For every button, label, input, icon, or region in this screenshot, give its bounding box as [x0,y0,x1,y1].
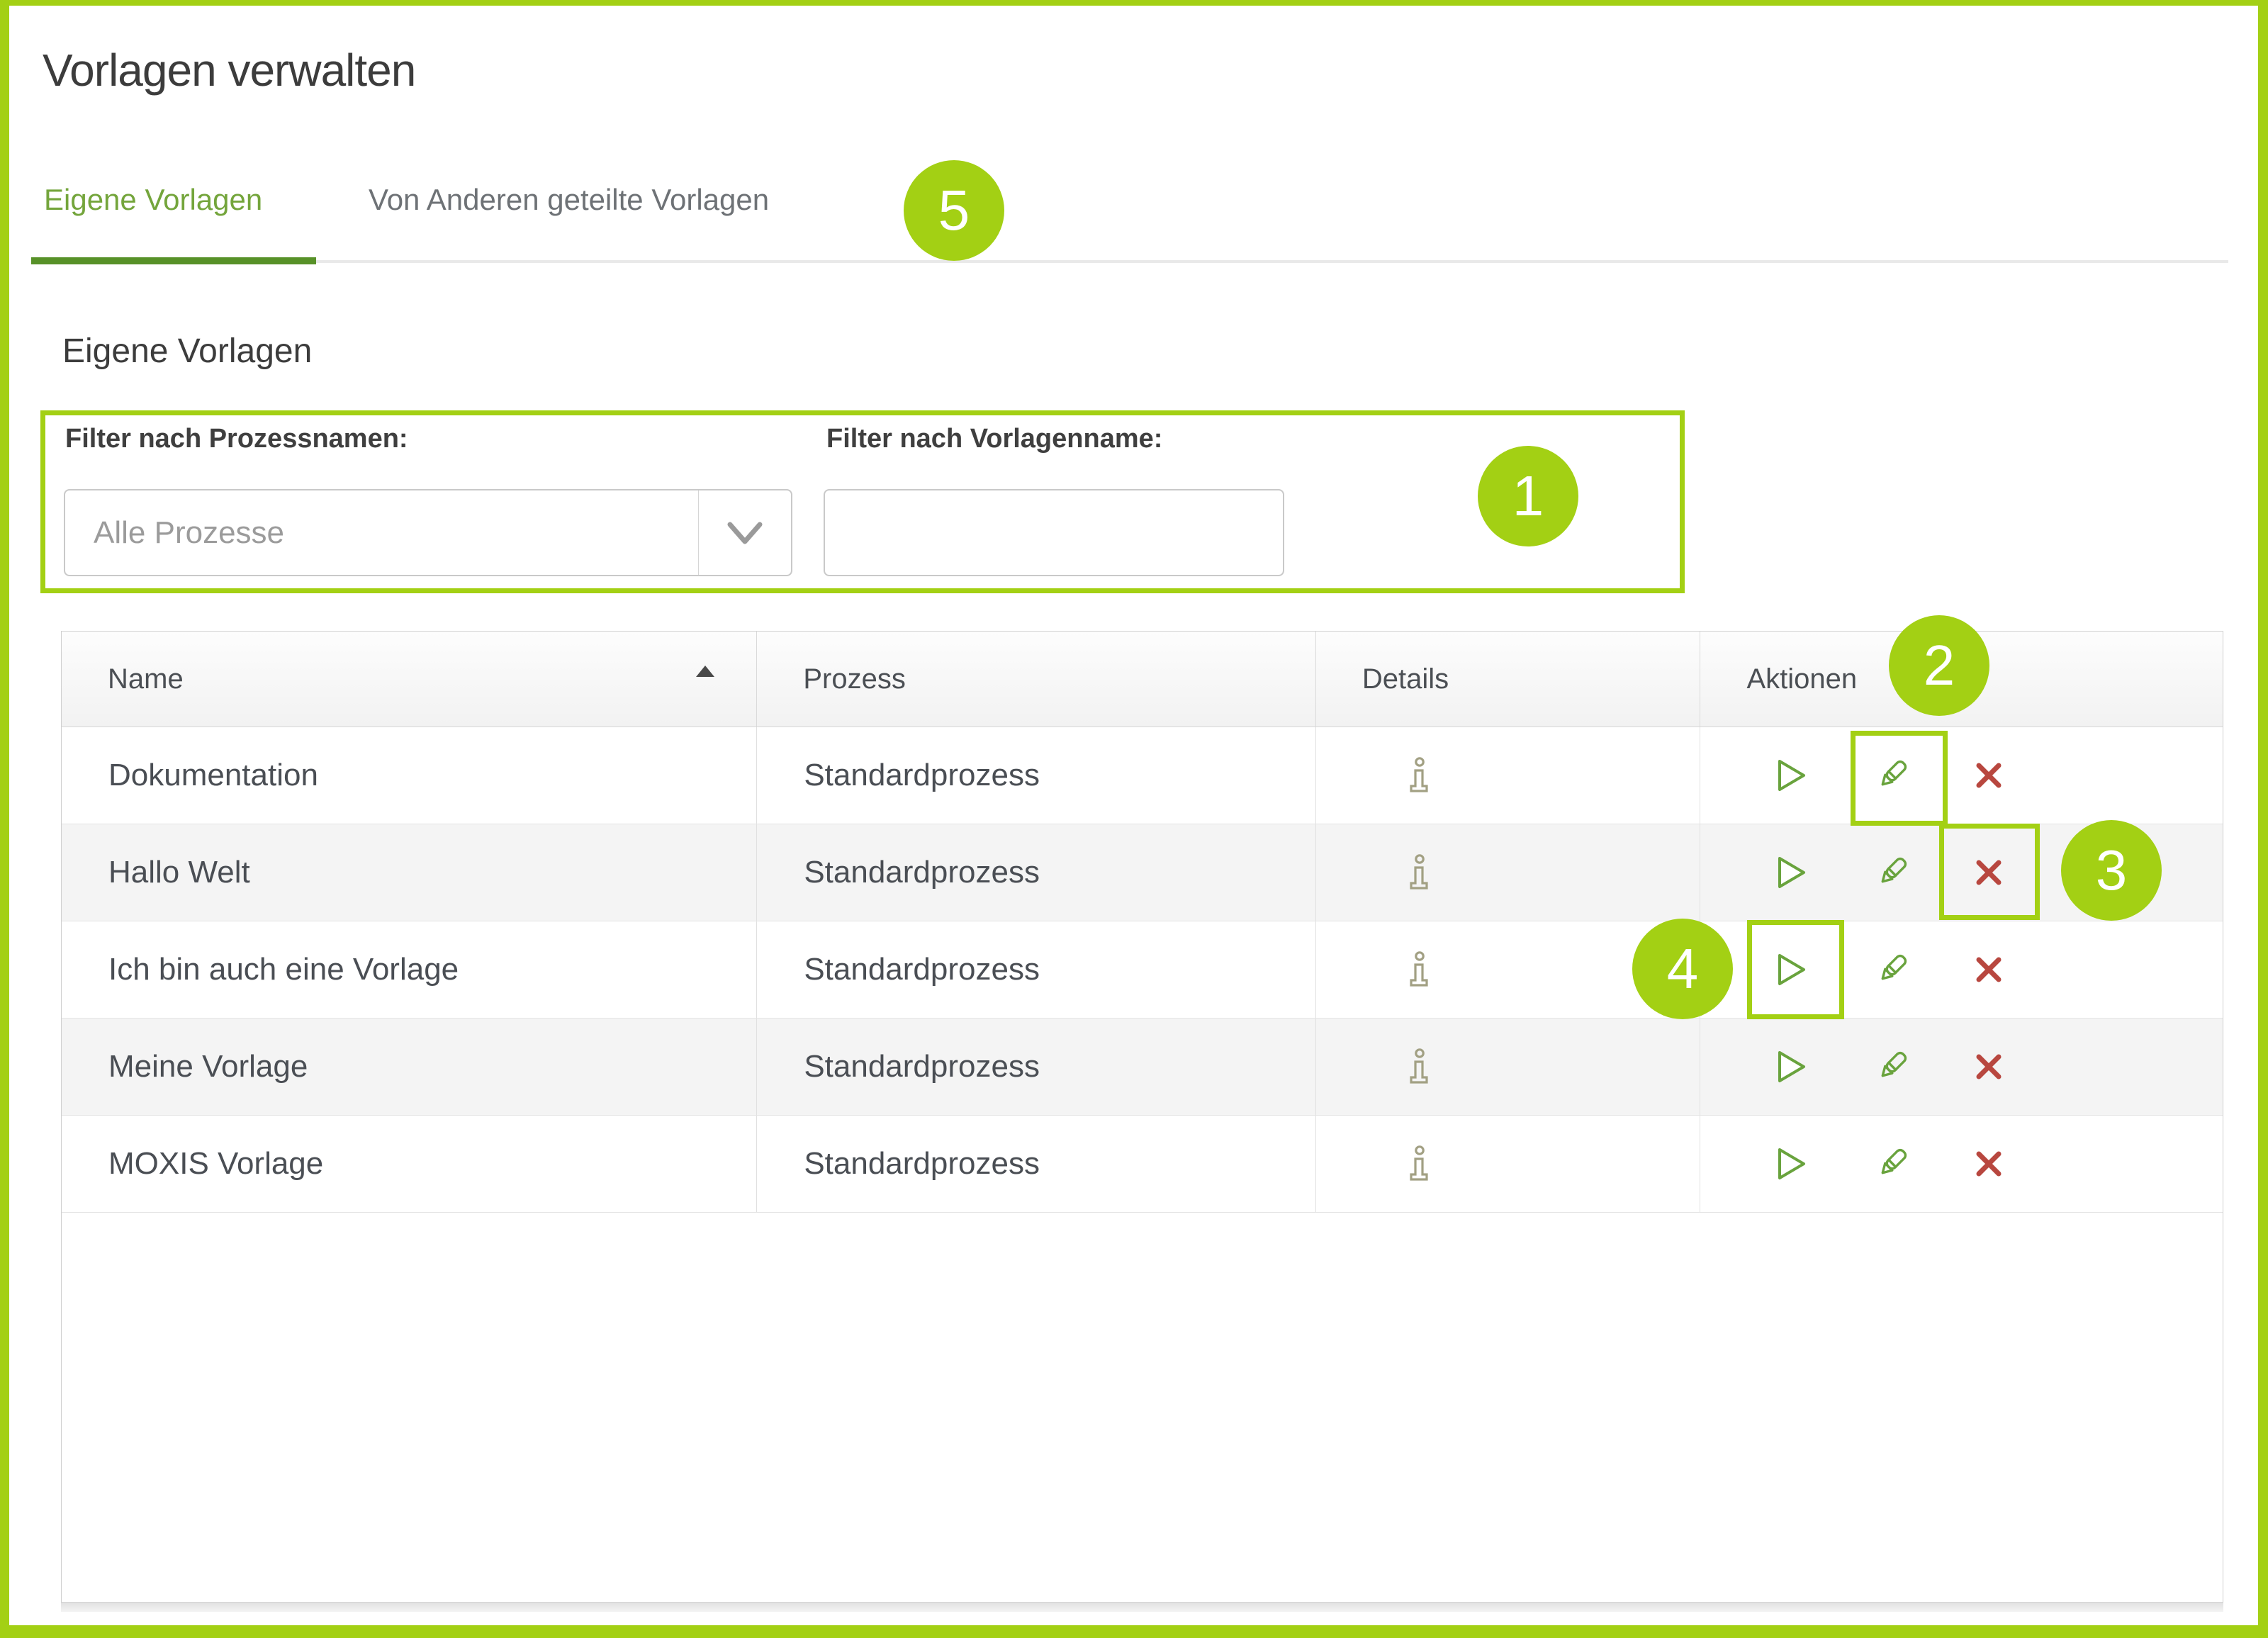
table-row: Ich bin auch eine Vorlage Standardprozes… [62,921,2223,1019]
actions-cell [1700,1019,2223,1115]
actions-cell [1700,824,2223,921]
play-icon [1778,857,1806,888]
table-row: Hallo Welt Standardprozess [62,824,2223,921]
pencil-icon [1882,954,1907,980]
play-icon [1778,954,1806,985]
templates-table: Name Prozess Details Aktionen Dokumentat… [61,631,2223,1603]
page-title: Vorlagen verwalten [43,45,416,96]
process-filter-select[interactable]: Alle Prozesse [64,489,792,576]
template-name: Dokumentation [62,727,758,824]
annotation-badge-4: 4 [1632,919,1733,1019]
details-info-button[interactable] [1405,951,1434,988]
template-process: Standardprozess [757,1116,1316,1212]
actions-cell [1700,921,2223,1018]
tab-von-anderen-geteilte-vorlagen[interactable]: Von Anderen geteilte Vorlagen [369,183,770,216]
template-name: Hallo Welt [62,824,758,921]
sort-asc-icon [696,666,714,677]
template-name: MOXIS Vorlage [62,1116,758,1212]
delete-template-button[interactable] [1972,759,2005,792]
template-name-filter-input[interactable] [824,489,1284,576]
process-filter-label: Filter nach Prozessnamen: [65,424,408,454]
actions-cell [1700,727,2223,824]
run-template-button[interactable] [1771,853,1811,892]
table-bottom-shadow [61,1603,2223,1612]
delete-x-icon [1976,1151,2002,1177]
column-header-aktionen: Aktionen [1746,663,1858,695]
table-row: Dokumentation Standardprozess [62,727,2223,824]
delete-template-button[interactable] [1972,953,2005,986]
play-icon [1778,760,1806,791]
edit-template-button[interactable] [1873,1145,1910,1182]
run-template-button[interactable] [1771,950,1811,989]
delete-template-button[interactable] [1972,1050,2005,1083]
annotation-badge-3: 3 [2061,820,2162,921]
chevron-down-icon [699,519,791,547]
actions-cell [1700,1116,2223,1212]
template-process: Standardprozess [757,824,1316,921]
template-filter-label: Filter nach Vorlagenname: [826,424,1163,454]
template-process: Standardprozess [757,727,1316,824]
play-icon [1778,1148,1806,1179]
template-process: Standardprozess [757,921,1316,1018]
template-process: Standardprozess [757,1019,1316,1115]
edit-template-button[interactable] [1873,757,1910,794]
delete-template-button[interactable] [1972,856,2005,889]
process-filter-selected-value: Alle Prozesse [94,515,285,550]
run-template-button[interactable] [1771,1144,1811,1184]
details-cell [1316,1019,1701,1115]
details-info-button[interactable] [1405,1145,1434,1182]
column-header-prozess[interactable]: Prozess [757,632,1316,727]
annotation-badge-2: 2 [1889,615,1989,716]
select-divider [698,490,699,575]
details-info-button[interactable] [1405,854,1434,891]
details-info-button[interactable] [1405,757,1434,794]
pencil-icon [1882,760,1907,786]
play-icon [1778,1051,1806,1082]
edit-template-button[interactable] [1873,1048,1910,1085]
details-info-button[interactable] [1405,1048,1434,1085]
template-name: Ich bin auch eine Vorlage [62,921,758,1018]
delete-x-icon [1976,957,2002,982]
pencil-icon [1882,1148,1907,1174]
tab-eigene-vorlagen[interactable]: Eigene Vorlagen [44,183,263,216]
delete-x-icon [1976,763,2002,788]
delete-x-icon [1976,860,2002,885]
column-header-name[interactable]: Name [62,632,758,727]
details-cell [1316,1116,1701,1212]
table-header-row: Name Prozess Details Aktionen [62,632,2223,727]
run-template-button[interactable] [1771,756,1811,795]
pencil-icon [1882,1051,1907,1077]
section-heading: Eigene Vorlagen [62,332,313,370]
edit-template-button[interactable] [1873,854,1910,891]
table-row: MOXIS Vorlage Standardprozess [62,1116,2223,1213]
details-cell [1316,824,1701,921]
annotation-badge-5: 5 [904,160,1004,261]
details-cell [1316,727,1701,824]
annotation-badge-1: 1 [1478,446,1578,546]
template-name: Meine Vorlage [62,1019,758,1115]
delete-x-icon [1976,1054,2002,1079]
delete-template-button[interactable] [1972,1148,2005,1180]
pencil-icon [1882,857,1907,883]
column-header-details: Details [1316,632,1701,727]
active-tab-underline [31,257,316,264]
edit-template-button[interactable] [1873,951,1910,988]
run-template-button[interactable] [1771,1047,1811,1087]
tabstrip-divider [31,260,2228,263]
table-row: Meine Vorlage Standardprozess [62,1019,2223,1116]
